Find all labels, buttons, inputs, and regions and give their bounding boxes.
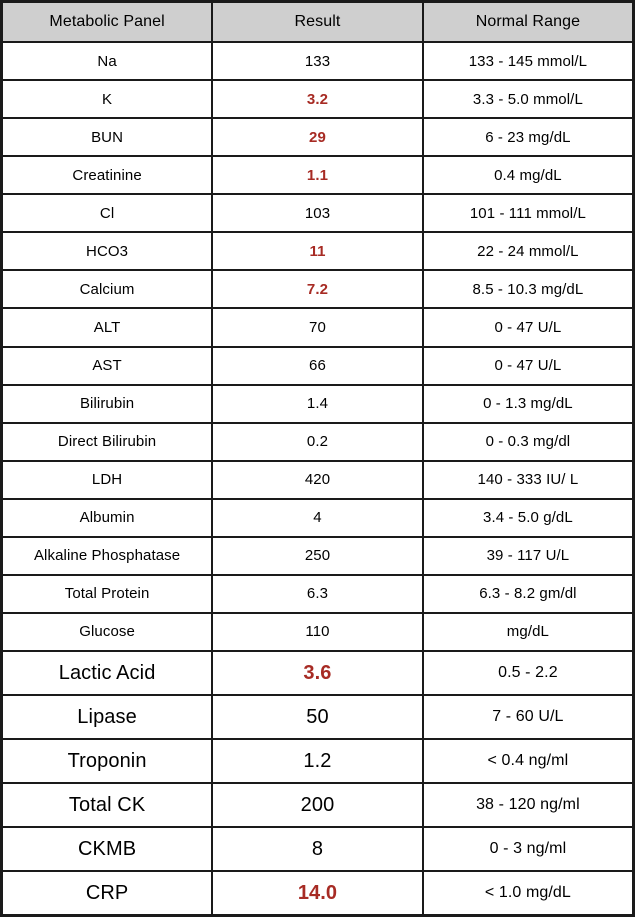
normal-range-cell: 39 - 117 U/L xyxy=(421,535,635,576)
table-header: Metabolic Panel Result Normal Range xyxy=(0,0,635,43)
table-row: Creatinine 1.1 0.4 mg/dL xyxy=(0,155,635,196)
normal-range-cell: 22 - 24 mmol/L xyxy=(421,231,635,272)
test-name-cell: Troponin xyxy=(0,738,214,785)
test-name-cell: AST xyxy=(0,345,214,386)
test-name-cell: ALT xyxy=(0,307,214,348)
normal-range-cell: 8.5 - 10.3 mg/dL xyxy=(421,269,635,310)
table-row: CKMB 8 0 - 3 ng/ml xyxy=(0,826,635,873)
test-result-cell: 103 xyxy=(211,193,424,234)
normal-range-cell: 0 - 0.3 mg/dl xyxy=(421,421,635,462)
test-name-cell: LDH xyxy=(0,459,214,500)
normal-range-cell: 140 - 333 IU/ L xyxy=(421,459,635,500)
normal-range-cell: 6 - 23 mg/dL xyxy=(421,117,635,158)
table-row: BUN 29 6 - 23 mg/dL xyxy=(0,117,635,158)
test-name-cell: Na xyxy=(0,40,214,82)
test-name-cell: Creatinine xyxy=(0,155,214,196)
column-header-range: Normal Range xyxy=(421,0,635,43)
normal-range-cell: 3.3 - 5.0 mmol/L xyxy=(421,79,635,120)
table-row: Calcium 7.2 8.5 - 10.3 mg/dL xyxy=(0,269,635,310)
table-row: Total Protein 6.3 6.3 - 8.2 gm/dl xyxy=(0,573,635,614)
test-result-cell: 6.3 xyxy=(211,573,424,614)
test-name-cell: K xyxy=(0,79,214,120)
table-row: Alkaline Phosphatase 250 39 - 117 U/L xyxy=(0,535,635,576)
test-name-cell: Albumin xyxy=(0,497,214,538)
test-name-cell: Glucose xyxy=(0,611,214,653)
normal-range-cell: 0 - 47 U/L xyxy=(421,307,635,348)
normal-range-cell: 101 - 111 mmol/L xyxy=(421,193,635,234)
test-result-cell: 4 xyxy=(211,497,424,538)
table-row: Lipase 50 7 - 60 U/L xyxy=(0,694,635,741)
table-row: Albumin 4 3.4 - 5.0 g/dL xyxy=(0,497,635,538)
test-result-cell: 3.2 xyxy=(211,79,424,120)
test-name-cell: Total Protein xyxy=(0,573,214,614)
table-row: Na 133 133 - 145 mmol/L xyxy=(0,40,635,82)
test-name-cell: Lipase xyxy=(0,694,214,741)
normal-range-cell: 6.3 - 8.2 gm/dl xyxy=(421,573,635,614)
table-body: Na 133 133 - 145 mmol/L K 3.2 3.3 - 5.0 … xyxy=(0,40,635,917)
table-row: Troponin 1.2 < 0.4 ng/ml xyxy=(0,738,635,785)
normal-range-cell: 38 - 120 ng/ml xyxy=(421,782,635,829)
test-result-cell: 70 xyxy=(211,307,424,348)
normal-range-cell: 0.5 - 2.2 xyxy=(421,649,635,697)
test-result-cell: 8 xyxy=(211,826,424,873)
normal-range-cell: mg/dL xyxy=(421,611,635,653)
test-result-cell: 3.6 xyxy=(211,649,424,697)
test-result-cell: 420 xyxy=(211,459,424,500)
test-result-cell: 14.0 xyxy=(211,870,424,917)
normal-range-cell: 0 - 1.3 mg/dL xyxy=(421,383,635,424)
table-row: Cl 103 101 - 111 mmol/L xyxy=(0,193,635,234)
test-name-cell: Alkaline Phosphatase xyxy=(0,535,214,576)
test-name-cell: Cl xyxy=(0,193,214,234)
test-result-cell: 0.2 xyxy=(211,421,424,462)
test-result-cell: 29 xyxy=(211,117,424,158)
test-result-cell: 66 xyxy=(211,345,424,386)
test-result-cell: 11 xyxy=(211,231,424,272)
test-name-cell: Total CK xyxy=(0,782,214,829)
normal-range-cell: 133 - 145 mmol/L xyxy=(421,40,635,82)
test-name-cell: Lactic Acid xyxy=(0,649,214,697)
column-header-result: Result xyxy=(211,0,424,43)
test-name-cell: HCO3 xyxy=(0,231,214,272)
table-row: CRP 14.0 < 1.0 mg/dL xyxy=(0,870,635,917)
test-name-cell: CKMB xyxy=(0,826,214,873)
column-header-test: Metabolic Panel xyxy=(0,0,214,43)
table-row: LDH 420 140 - 333 IU/ L xyxy=(0,459,635,500)
test-name-cell: BUN xyxy=(0,117,214,158)
normal-range-cell: < 0.4 ng/ml xyxy=(421,738,635,785)
test-name-cell: CRP xyxy=(0,870,214,917)
table-row: Lactic Acid 3.6 0.5 - 2.2 xyxy=(0,649,635,697)
test-result-cell: 7.2 xyxy=(211,269,424,310)
test-result-cell: 133 xyxy=(211,40,424,82)
normal-range-cell: 0 - 3 ng/ml xyxy=(421,826,635,873)
test-name-cell: Direct Bilirubin xyxy=(0,421,214,462)
test-result-cell: 110 xyxy=(211,611,424,653)
normal-range-cell: 7 - 60 U/L xyxy=(421,694,635,741)
test-result-cell: 200 xyxy=(211,782,424,829)
table-row: HCO3 11 22 - 24 mmol/L xyxy=(0,231,635,272)
test-name-cell: Calcium xyxy=(0,269,214,310)
table-row: Total CK 200 38 - 120 ng/ml xyxy=(0,782,635,829)
test-name-cell: Bilirubin xyxy=(0,383,214,424)
test-result-cell: 1.1 xyxy=(211,155,424,196)
normal-range-cell: 0.4 mg/dL xyxy=(421,155,635,196)
normal-range-cell: 0 - 47 U/L xyxy=(421,345,635,386)
normal-range-cell: 3.4 - 5.0 g/dL xyxy=(421,497,635,538)
table-row: AST 66 0 - 47 U/L xyxy=(0,345,635,386)
test-result-cell: 1.2 xyxy=(211,738,424,785)
table-row: Direct Bilirubin 0.2 0 - 0.3 mg/dl xyxy=(0,421,635,462)
table-row: Bilirubin 1.4 0 - 1.3 mg/dL xyxy=(0,383,635,424)
test-result-cell: 1.4 xyxy=(211,383,424,424)
table-row: ALT 70 0 - 47 U/L xyxy=(0,307,635,348)
test-result-cell: 50 xyxy=(211,694,424,741)
table-row: Glucose 110 mg/dL xyxy=(0,611,635,653)
test-result-cell: 250 xyxy=(211,535,424,576)
header-row: Metabolic Panel Result Normal Range xyxy=(0,0,635,43)
normal-range-cell: < 1.0 mg/dL xyxy=(421,870,635,917)
table-row: K 3.2 3.3 - 5.0 mmol/L xyxy=(0,79,635,120)
